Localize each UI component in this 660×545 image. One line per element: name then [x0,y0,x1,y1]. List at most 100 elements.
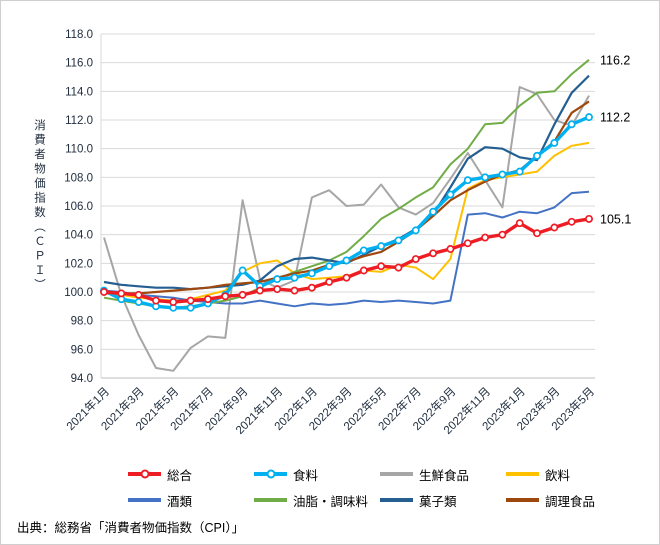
series-marker-1 [342,256,351,265]
y-tick-label: 104.0 [64,230,93,242]
y-tick-label: 102.0 [64,258,93,270]
series-marker-0 [100,288,108,296]
series-marker-0 [221,292,230,301]
y-tick-label: 100.0 [64,287,93,299]
legend-label: 調理食品 [545,494,596,509]
series-marker-0 [533,229,541,238]
legend-item-yushi-chomiryo: 油脂・調味料 [254,487,368,513]
series-marker-0 [550,223,559,232]
series-marker-0 [117,289,126,298]
y-tick-label: 112.0 [65,115,93,127]
series-marker-1 [533,151,541,160]
y-tick-label: 96.0 [71,344,93,356]
source-note: 出典：総務省「消費者物価指数（CPI）」 [17,521,245,535]
series-marker-1 [290,273,299,282]
end-value-label: 112.2 [600,111,630,125]
series-marker-0 [307,283,316,292]
series-marker-0 [203,295,212,304]
legend-label: 酒類 [167,494,193,509]
legend-item-chorishokuhin: 調理食品 [506,487,595,513]
series-marker-0 [152,296,160,305]
series-marker-0 [481,233,490,242]
series-marker-1 [394,236,403,245]
legend-row-1: 総合 食料 生鮮食品 飲料 [1,461,659,487]
legend-item-shokuryo: 食料 [254,461,318,487]
chart-legend: 総合 食料 生鮮食品 飲料 酒類 油脂・調味料 [1,461,659,513]
series-marker-1 [585,113,593,122]
y-tick-label: 114.0 [65,86,93,98]
series-marker-1 [463,176,472,185]
series-line-5 [103,59,590,309]
series-line-7 [103,100,590,295]
series-marker-1 [550,138,559,147]
series-marker-1 [273,275,282,284]
series-marker-0 [446,245,455,253]
y-tick-label: 98.0 [71,316,93,328]
legend-label: 総合 [167,468,193,483]
series-marker-1 [567,120,576,129]
y-axis-title: 消費者物価指数（ＣＰＩ） [33,119,45,293]
legend-swatch-line-marker-icon [254,469,287,479]
series-marker-0 [169,298,178,306]
series-marker-0 [238,290,247,299]
series-marker-0 [567,217,576,226]
legend-swatch-line-icon [506,498,539,502]
series-marker-0 [342,273,351,282]
y-tick-label: 116.0 [65,58,93,70]
series-marker-0 [255,286,264,295]
legend-label: 食料 [293,468,319,483]
series-marker-1 [238,266,247,275]
legend-label: 菓子類 [419,494,457,509]
legend-item-sakerui: 酒類 [128,487,192,513]
legend-item-kashirui: 菓子類 [380,487,457,513]
y-tick-label: 118.0 [65,29,93,41]
legend-swatch-line-marker-icon [128,469,161,479]
legend-row-2: 酒類 油脂・調味料 菓子類 調理食品 [1,487,659,513]
series-marker-1 [325,262,334,271]
series-marker-0 [429,249,438,258]
series-marker-0 [273,285,282,294]
legend-swatch-line-icon [128,498,161,502]
legend-label: 生鮮食品 [419,468,470,483]
series-marker-1 [481,173,490,182]
end-value-label: 116.2 [600,53,630,67]
series-marker-1 [411,226,420,235]
series-marker-0 [411,255,420,263]
series-marker-1 [186,303,195,312]
legend-label: 油脂・調味料 [293,494,369,509]
cpi-line-chart-plot: 94.0 96.0 98.0 100.0 102.0 104.0 106.0 108.0 110… [63,29,631,437]
legend-item-sougou: 総合 [128,461,192,487]
series-marker-0 [585,214,593,223]
series-marker-0 [463,239,472,248]
legend-swatch-line-icon [380,472,413,476]
y-tick-label: 108.0 [64,172,93,184]
series-marker-1 [359,246,368,255]
series-marker-1 [377,242,386,251]
series-marker-0 [290,286,299,295]
series-marker-0 [186,296,195,305]
series-marker-1 [307,269,316,278]
series-marker-0 [498,230,507,239]
series-line-4 [103,190,590,308]
legend-label: 飲料 [545,468,571,483]
series-marker-1 [515,167,524,176]
y-tick-label: 94.0 [71,373,93,385]
series-marker-0 [325,278,334,286]
series-marker-0 [134,290,143,299]
y-tick-label: 110.0 [65,144,93,156]
legend-swatch-line-icon [380,498,413,502]
y-tick-label: 106.0 [64,201,93,213]
series-marker-1 [429,207,438,216]
series-marker-0 [394,263,403,272]
end-value-label: 105.1 [600,212,631,226]
legend-swatch-line-icon [506,472,539,476]
legend-item-inryo: 飲料 [506,461,570,487]
series-marker-1 [446,190,455,199]
legend-item-seisenshokuhin: 生鮮食品 [380,461,469,487]
series-marker-1 [498,170,507,179]
series-marker-1 [134,298,143,306]
series-marker-0 [515,219,524,228]
legend-swatch-line-icon [254,498,287,502]
series-marker-0 [377,262,386,271]
